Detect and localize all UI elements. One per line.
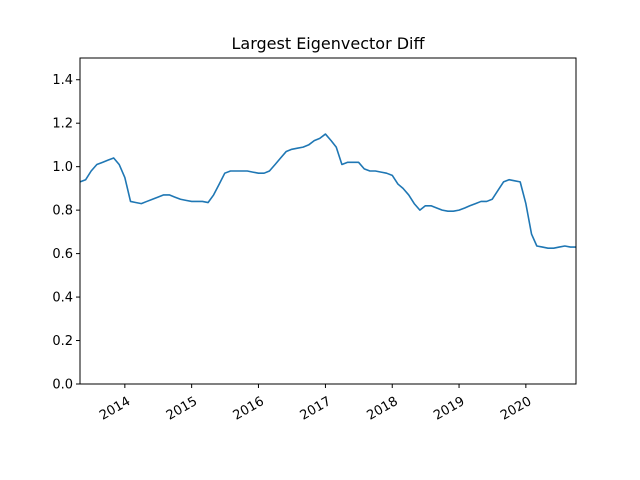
series-line-0 <box>79 133 576 249</box>
x-tick-label: 2014 <box>97 394 133 424</box>
x-tick-label: 2020 <box>498 394 534 424</box>
y-tick-label: 0.2 <box>52 334 73 349</box>
y-axis: 0.0 0.2 0.4 0.6 0.8 1.0 1.2 1.4 <box>52 73 80 393</box>
x-tick-label: 2016 <box>231 394 267 424</box>
x-tick-label: 2015 <box>164 394 200 424</box>
y-tick-label: 0.6 <box>52 247 73 262</box>
y-tick-label: 1.0 <box>52 160 73 175</box>
plot-frame <box>79 57 577 385</box>
x-tick-label: 2019 <box>431 394 467 424</box>
x-tick-label: 2018 <box>364 394 400 424</box>
x-tick-label: 2017 <box>298 394 334 424</box>
x-axis: 2014 2015 2016 2017 2018 2019 2020 <box>97 384 534 424</box>
y-tick-label: 1.4 <box>52 73 73 88</box>
y-tick-label: 0.4 <box>52 291 73 306</box>
plot-area <box>79 133 576 249</box>
y-tick-label: 1.2 <box>52 117 73 132</box>
chart-title: Largest Eigenvector Diff <box>231 34 425 53</box>
y-tick-label: 0.8 <box>52 204 73 219</box>
y-tick-label: 0.0 <box>52 378 73 393</box>
